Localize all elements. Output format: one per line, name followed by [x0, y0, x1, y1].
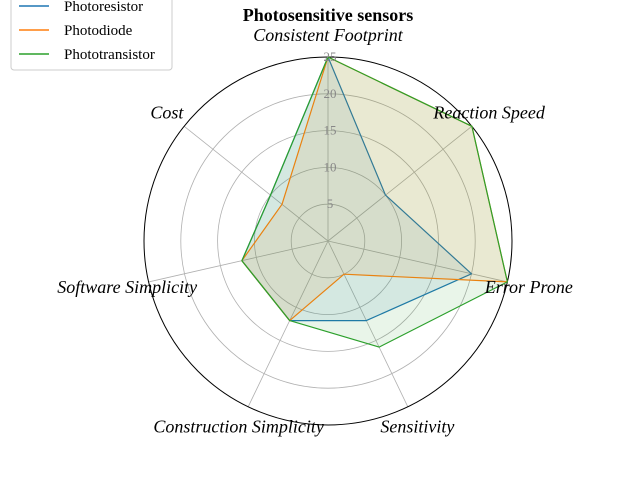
tick-label: 15 [324, 123, 337, 138]
grid-spoke [327, 125, 473, 242]
legend-box [10, 0, 173, 71]
legend-label: Phototransistor [64, 47, 155, 63]
tick-label: 10 [324, 159, 337, 174]
axis-label: Reaction Speed [432, 103, 545, 123]
tick-label: 20 [324, 86, 337, 101]
axis-label: Error Prone [484, 277, 573, 297]
grid-spoke [327, 240, 508, 283]
grid-spoke [148, 240, 329, 283]
legend-label: Photodiode [64, 23, 133, 39]
axis-label: Sensitivity [380, 417, 454, 437]
axis-labels: Consistent Footprint Reaction Speed Error … [57, 25, 573, 437]
grid-spoke [183, 125, 329, 242]
tick-labels: 5 10 15 20 25 [324, 49, 337, 211]
tick-label: 5 [327, 196, 334, 211]
chart-title: Photosensitive sensors [243, 5, 414, 25]
axis-label: Cost [150, 103, 184, 123]
axis-label: Construction Simplicity [153, 417, 324, 437]
series-layer [241, 56, 508, 348]
series-line-2 [241, 56, 508, 348]
grid-spoke [247, 240, 329, 407]
series-fill-2 [241, 57, 508, 348]
legend: Photoresistor Photodiode Phototransistor [10, 0, 173, 71]
axis-label: Software Simplicity [57, 277, 197, 297]
grid-spoke [327, 240, 409, 407]
axis-label: Consistent Footprint [253, 25, 404, 45]
series-fill-1 [241, 57, 508, 321]
series-fill-0 [241, 57, 472, 321]
tick-label: 25 [324, 49, 337, 64]
legend-label: Photoresistor [64, 0, 143, 15]
